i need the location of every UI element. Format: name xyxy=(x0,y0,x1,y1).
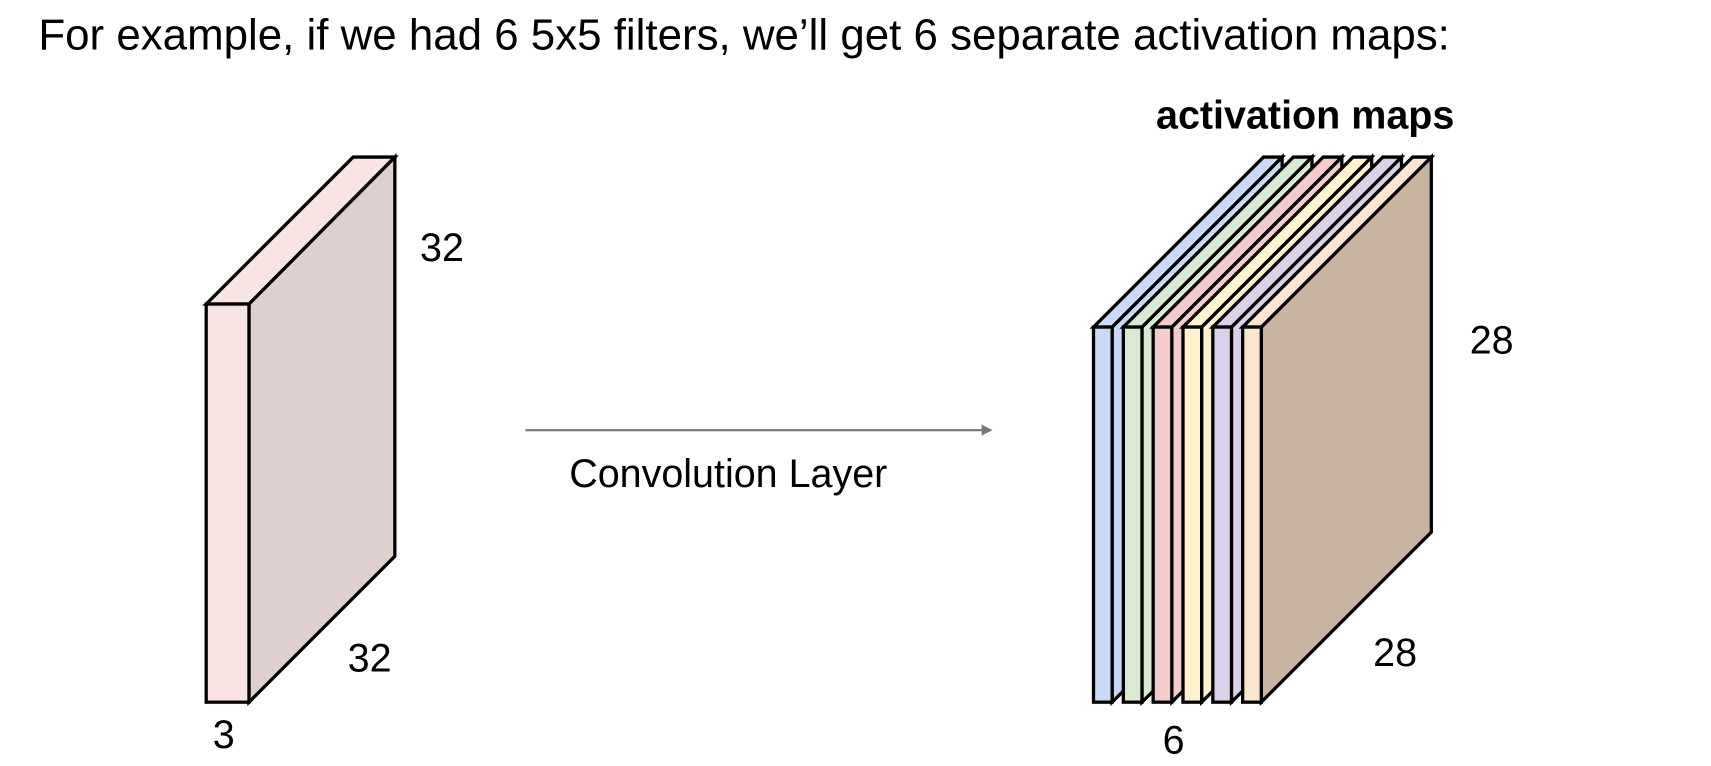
map-front xyxy=(1211,325,1234,704)
map-front xyxy=(1241,325,1263,704)
map-front xyxy=(1181,325,1204,704)
output-width: 28 xyxy=(1373,631,1417,675)
map-front xyxy=(1091,325,1114,704)
output-title: activation maps xyxy=(1156,94,1454,138)
output-depth: 6 xyxy=(1163,719,1185,763)
output-height: 28 xyxy=(1470,318,1514,362)
map-front xyxy=(1151,325,1174,704)
slide-title: For example, if we had 6 5x5 filters, we… xyxy=(38,11,1450,60)
volume-front xyxy=(204,302,251,704)
input-height: 32 xyxy=(420,226,464,270)
input-volume xyxy=(202,153,399,707)
map-front xyxy=(1121,325,1144,704)
input-width: 32 xyxy=(348,636,392,680)
operation-label: Convolution Layer xyxy=(569,452,887,496)
activation-maps xyxy=(1089,153,1436,707)
input-depth: 3 xyxy=(213,713,235,757)
arrow-head xyxy=(981,424,993,436)
